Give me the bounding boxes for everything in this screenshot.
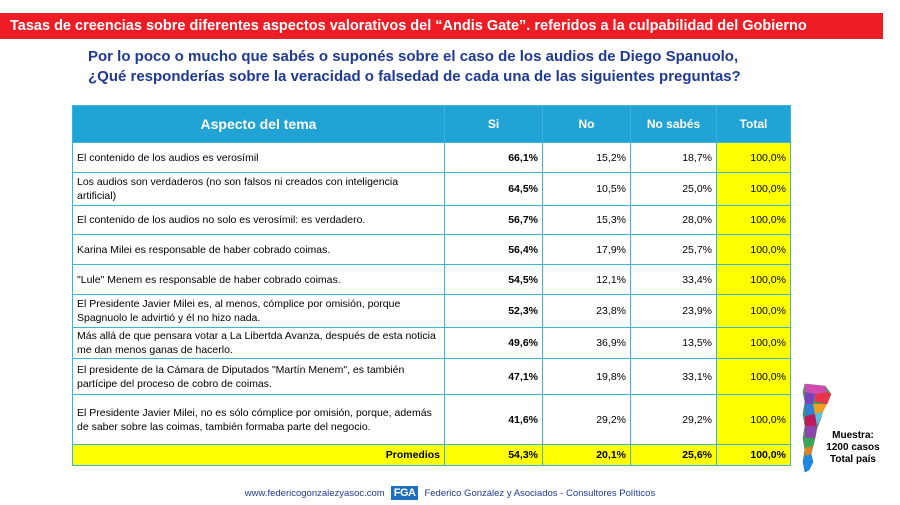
row-no-sabes: 25,7%: [630, 234, 717, 265]
row-no-sabes: 23,9%: [630, 294, 717, 328]
row-aspect: El presidente de la Cámara de Diputados …: [72, 358, 445, 395]
table-row: El Presidente Javier Milei es, al menos,…: [72, 294, 791, 328]
row-total: 100,0%: [716, 234, 791, 265]
footer-url-link[interactable]: www.federicogonzalezyasoc.com: [244, 487, 385, 499]
table-row: El Presidente Javier Milei, no es sólo c…: [72, 394, 791, 445]
row-aspect: El contenido de los audios no solo es ve…: [72, 205, 445, 235]
row-si: 47,1%: [444, 358, 543, 395]
row-total: 100,0%: [716, 172, 791, 206]
row-no: 19,8%: [542, 358, 631, 395]
header-no: No: [542, 105, 631, 143]
row-si: 41,6%: [444, 394, 543, 445]
row-no-sabes: 33,1%: [630, 358, 717, 395]
row-si: 56,4%: [444, 234, 543, 265]
sample-line-3: Total país: [830, 454, 876, 465]
averages-si: 54,3%: [444, 444, 543, 466]
row-aspect: El contenido de los audios es verosímil: [72, 142, 445, 173]
table-row: El contenido de los audios no solo es ve…: [72, 205, 791, 235]
table-header-row: Aspecto del tema Si No No sabés Total: [72, 105, 791, 143]
row-no: 29,2%: [542, 394, 631, 445]
row-aspect: El Presidente Javier Milei, no es sólo c…: [72, 394, 445, 445]
question-line-2: ¿Qué responderías sobre la veracidad o f…: [88, 68, 741, 85]
question-line-1: Por lo poco o mucho que sabés o suponés …: [88, 48, 739, 65]
row-no: 12,1%: [542, 264, 631, 295]
title-banner: Tasas de creencias sobre diferentes aspe…: [0, 13, 883, 39]
row-si: 52,3%: [444, 294, 543, 328]
header-si: Si: [444, 105, 543, 143]
row-si: 64,5%: [444, 172, 543, 206]
row-no-sabes: 18,7%: [630, 142, 717, 173]
footer: www.federicogonzalezyasoc.com FGA Federi…: [0, 485, 900, 501]
table-row: Los audios son verdaderos (no son falsos…: [72, 172, 791, 206]
sample-info: Muestra: 1200 casos Total país: [808, 430, 898, 466]
row-no-sabes: 29,2%: [630, 394, 717, 445]
survey-question: Por lo poco o mucho que sabés o suponés …: [88, 47, 868, 87]
row-aspect: Karina Milei es responsable de haber cob…: [72, 234, 445, 265]
fga-logo: FGA: [390, 486, 419, 500]
table-row: El presidente de la Cámara de Diputados …: [72, 358, 791, 395]
row-no: 36,9%: [542, 327, 631, 359]
table-row: "Lule" Menem es responsable de haber cob…: [72, 264, 791, 295]
table-row: Karina Milei es responsable de haber cob…: [72, 234, 791, 265]
averages-no: 20,1%: [542, 444, 631, 466]
row-si: 66,1%: [444, 142, 543, 173]
row-no-sabes: 25,0%: [630, 172, 717, 206]
footer-company: Federico González y Asociados - Consulto…: [424, 487, 656, 499]
row-no: 17,9%: [542, 234, 631, 265]
row-no-sabes: 28,0%: [630, 205, 717, 235]
row-total: 100,0%: [716, 264, 791, 295]
row-aspect: Más allá de que pensara votar a La Liber…: [72, 327, 445, 359]
row-total: 100,0%: [716, 358, 791, 395]
sample-line-1: Muestra:: [832, 430, 874, 441]
sample-line-2: 1200 casos: [826, 442, 880, 453]
averages-no-sabes: 25,6%: [630, 444, 717, 466]
row-total: 100,0%: [716, 394, 791, 445]
row-total: 100,0%: [716, 327, 791, 359]
row-no: 15,2%: [542, 142, 631, 173]
row-si: 56,7%: [444, 205, 543, 235]
row-no: 23,8%: [542, 294, 631, 328]
row-si: 54,5%: [444, 264, 543, 295]
header-no-sabes: No sabés: [630, 105, 717, 143]
row-aspect: El Presidente Javier Milei es, al menos,…: [72, 294, 445, 328]
averages-total: 100,0%: [716, 444, 791, 466]
row-si: 49,6%: [444, 327, 543, 359]
argentina-map-icon: [802, 383, 832, 473]
header-aspect: Aspecto del tema: [72, 105, 445, 143]
row-no: 10,5%: [542, 172, 631, 206]
row-total: 100,0%: [716, 142, 791, 173]
row-total: 100,0%: [716, 294, 791, 328]
row-total: 100,0%: [716, 205, 791, 235]
averages-row: Promedios 54,3% 20,1% 25,6% 100,0%: [72, 444, 791, 466]
row-aspect: "Lule" Menem es responsable de haber cob…: [72, 264, 445, 295]
averages-label: Promedios: [72, 444, 445, 466]
row-no: 15,3%: [542, 205, 631, 235]
table-row: El contenido de los audios es verosímil …: [72, 142, 791, 173]
row-no-sabes: 13,5%: [630, 327, 717, 359]
results-table: Aspecto del tema Si No No sabés Total El…: [72, 105, 791, 466]
header-total: Total: [716, 105, 791, 143]
row-no-sabes: 33,4%: [630, 264, 717, 295]
row-aspect: Los audios son verdaderos (no son falsos…: [72, 172, 445, 206]
table-row: Más allá de que pensara votar a La Liber…: [72, 327, 791, 359]
